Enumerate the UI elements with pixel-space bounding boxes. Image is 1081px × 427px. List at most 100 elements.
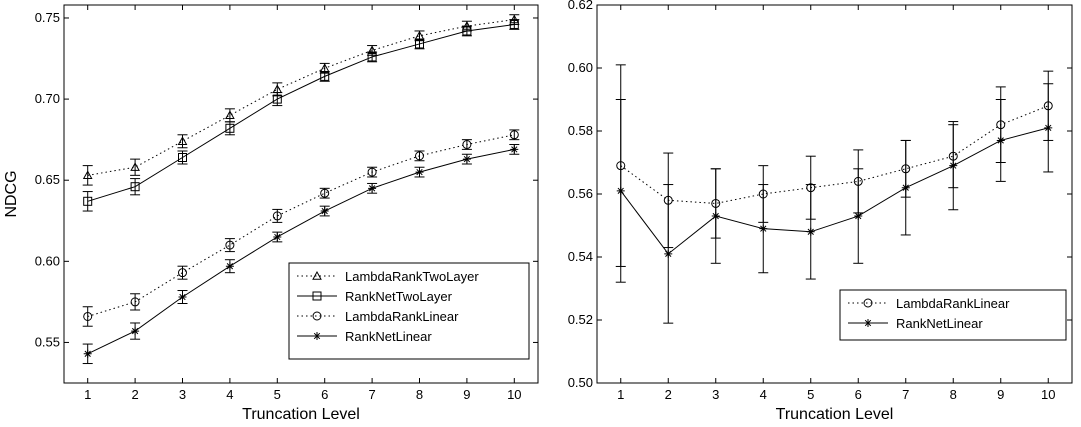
data-point xyxy=(272,94,282,104)
data-point xyxy=(83,349,92,358)
x-tick-label: 7 xyxy=(368,387,375,402)
y-tick-label: 0.65 xyxy=(35,172,60,187)
data-point xyxy=(178,293,187,302)
data-point xyxy=(320,188,330,198)
data-point xyxy=(368,184,377,193)
x-tick-label: 10 xyxy=(507,387,521,402)
x-tick-label: 9 xyxy=(463,387,470,402)
legend-label: RankNetLinear xyxy=(896,316,983,331)
y-axis-title: NDCG xyxy=(3,170,20,217)
data-point xyxy=(177,136,188,145)
y-tick-label: 0.56 xyxy=(568,186,593,201)
data-point xyxy=(509,19,519,29)
data-point xyxy=(130,297,140,307)
x-tick-label: 9 xyxy=(997,387,1004,402)
series-line xyxy=(87,23,515,202)
x-tick-label: 1 xyxy=(617,387,624,402)
x-tick-label: 5 xyxy=(807,387,814,402)
y-tick-label: 0.60 xyxy=(35,253,60,268)
series-RankNetLinear xyxy=(615,83,1054,324)
x-tick-label: 2 xyxy=(131,387,138,402)
series-RankNetLinear xyxy=(82,144,520,365)
x-tick-label: 8 xyxy=(950,387,957,402)
data-point xyxy=(178,152,187,162)
data-point xyxy=(616,186,625,195)
x-axis-title: Truncation Level xyxy=(776,406,894,423)
data-point xyxy=(130,182,140,192)
legend-label: RankNetLinear xyxy=(345,329,432,344)
data-point xyxy=(462,26,472,36)
x-tick-label: 8 xyxy=(416,387,423,402)
data-point xyxy=(854,212,863,221)
data-point xyxy=(415,39,424,49)
x-tick-label: 7 xyxy=(902,387,909,402)
x-tick-label: 3 xyxy=(712,387,719,402)
y-tick-label: 0.70 xyxy=(35,91,60,106)
data-point xyxy=(462,155,471,164)
right-chart: 1 2 3 4 5 6 7 8 9 10 0.50 0.52 0.54 0.56 0.58 0.60 0.62 T… xyxy=(568,0,1073,423)
x-tick-label: 6 xyxy=(321,387,328,402)
data-point xyxy=(1044,123,1053,132)
series-LambdaRankLinear xyxy=(82,129,520,327)
data-point xyxy=(320,71,330,81)
x-tick-label: 4 xyxy=(760,387,767,402)
series-line xyxy=(620,127,1049,255)
legend-label: LambdaRankTwoLayer xyxy=(345,269,479,284)
x-tick-label: 10 xyxy=(1041,387,1055,402)
data-point xyxy=(83,311,93,321)
legend: LambdaRankTwoLayer RankNetTwoLayer LambdaR… xyxy=(288,262,530,360)
data-point xyxy=(82,170,93,180)
data-point xyxy=(901,183,910,192)
data-point xyxy=(415,168,424,177)
legend-marker xyxy=(313,332,321,340)
series-line xyxy=(87,19,515,176)
data-point xyxy=(415,151,424,161)
legend-box xyxy=(288,262,530,360)
series-LambdaRankTwoLayer xyxy=(82,14,520,186)
data-point xyxy=(367,167,377,177)
x-tick-label: 6 xyxy=(855,387,862,402)
data-point xyxy=(509,130,519,140)
data-point xyxy=(759,224,768,233)
series-RankNetTwoLayer xyxy=(82,19,520,212)
plot-frame xyxy=(63,4,539,384)
legend-label: LambdaRankLinear xyxy=(345,309,459,324)
series-LambdaRankLinear xyxy=(615,64,1054,267)
y-tick-label: 0.62 xyxy=(568,0,593,12)
x-tick-label: 4 xyxy=(226,387,233,402)
legend-marker xyxy=(312,270,322,280)
y-tick-label: 0.50 xyxy=(568,375,593,390)
series-line xyxy=(620,105,1049,204)
data-point xyxy=(664,249,673,258)
legend-label: RankNetTwoLayer xyxy=(345,289,453,304)
data-point xyxy=(178,268,187,278)
legend-marker xyxy=(312,311,322,321)
legend: LambdaRankLinear RankNetLinear xyxy=(839,289,1067,341)
data-point xyxy=(510,145,519,154)
data-point xyxy=(949,161,958,170)
data-point xyxy=(996,136,1005,145)
x-tick-label: 1 xyxy=(84,387,91,402)
legend-label: LambdaRankLinear xyxy=(896,296,1010,311)
left-chart: 1 2 3 4 5 6 7 8 9 10 0.55 0.60 0.65 0.70 0.75 Truncatio… xyxy=(3,4,539,423)
data-point xyxy=(273,232,282,241)
data-point xyxy=(83,196,93,206)
y-tick-label: 0.52 xyxy=(568,312,593,327)
data-point xyxy=(225,110,235,120)
series-line xyxy=(87,134,515,317)
data-point xyxy=(806,227,815,236)
data-point xyxy=(272,211,282,221)
data-point xyxy=(462,140,472,150)
legend-box xyxy=(839,289,1067,341)
data-point xyxy=(225,262,234,271)
legend-marker xyxy=(864,319,872,327)
y-tick-label: 0.54 xyxy=(568,249,593,264)
data-point xyxy=(131,327,140,336)
data-point xyxy=(130,162,140,171)
data-point xyxy=(320,207,329,216)
y-tick-label: 0.58 xyxy=(568,123,593,138)
y-tick-label: 0.75 xyxy=(35,10,60,25)
x-tick-label: 2 xyxy=(665,387,672,402)
data-point xyxy=(367,52,377,62)
